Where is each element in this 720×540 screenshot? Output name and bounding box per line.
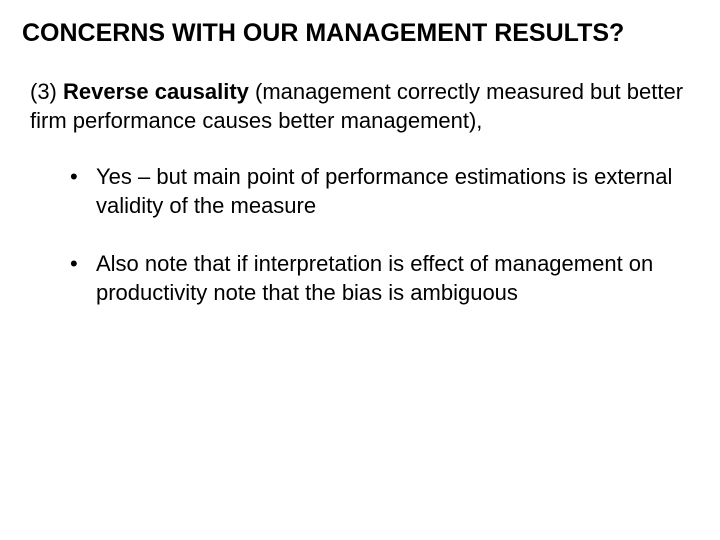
bullet-block-1: • Also note that if interpretation is ef…: [22, 250, 698, 307]
bullet-text: Yes – but main point of performance esti…: [96, 163, 698, 220]
bullet-dot-icon: •: [70, 250, 96, 307]
bullet-dot-icon: •: [70, 163, 96, 220]
bullet-block-0: • Yes – but main point of performance es…: [22, 163, 698, 220]
item-number: (3): [30, 79, 57, 104]
bullet-item: • Yes – but main point of performance es…: [70, 163, 698, 220]
numbered-item: (3) Reverse causality (management correc…: [22, 78, 698, 135]
bullet-text: Also note that if interpretation is effe…: [96, 250, 698, 307]
bullet-item: • Also note that if interpretation is ef…: [70, 250, 698, 307]
item-label: Reverse causality: [63, 79, 249, 104]
slide-title: CONCERNS WITH OUR MANAGEMENT RESULTS?: [22, 18, 698, 48]
